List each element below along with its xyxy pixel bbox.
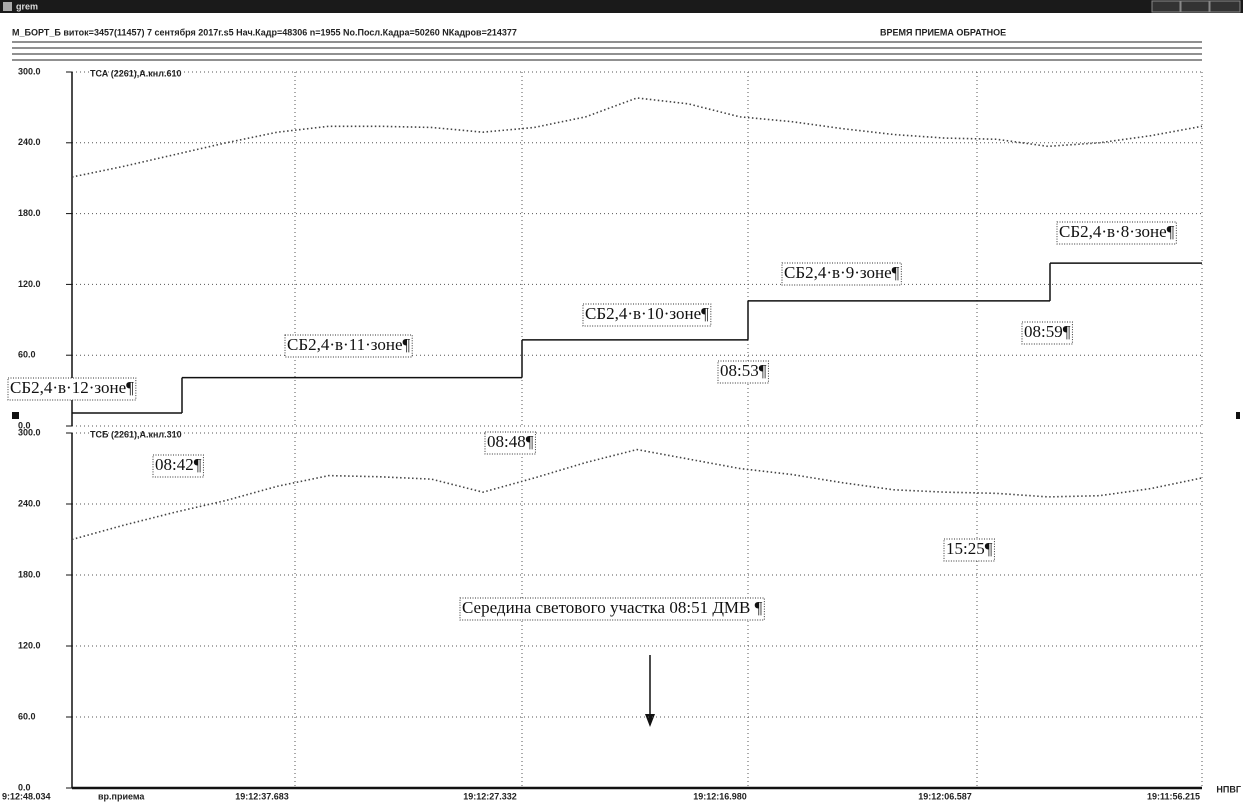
annotation-box [781, 262, 902, 286]
y-tick-label: 300.0 [18, 66, 41, 76]
window-title: grem [16, 1, 38, 11]
annotation-text: СБ2,4·в·12·зоне¶ [10, 378, 134, 397]
annotation-box [717, 360, 769, 384]
data-line [71, 448, 1203, 541]
annotation: 08:53¶ [717, 360, 769, 384]
annotation-box [484, 431, 536, 455]
title-bar [0, 0, 1243, 13]
chart-title: ТСБ (2261),А.кнл.310 [90, 429, 182, 439]
arrow-head [645, 714, 655, 727]
marker [12, 412, 19, 419]
maximize-button[interactable] [1180, 0, 1210, 13]
mode-label: ВРЕМЯ ПРИЕМА ОБРАТНОЕ [880, 27, 1006, 37]
y-tick-label: 120.0 [18, 279, 41, 289]
annotation-text: 08:48¶ [487, 432, 534, 451]
marker [1236, 412, 1240, 419]
annotation: СБ2,4·в·10·зоне¶ [582, 303, 712, 327]
x-tick-label: 9:12:48.034 [2, 791, 51, 801]
annotation: 08:48¶ [484, 431, 536, 455]
annotation-box [459, 597, 765, 621]
annotation-text: СБ2,4·в·10·зоне¶ [585, 304, 709, 323]
annotation-text: 15:25¶ [946, 539, 993, 558]
y-tick-label: 240.0 [18, 137, 41, 147]
x-tick-label: 19:12:37.683 [235, 791, 289, 801]
annotation: 08:42¶ [152, 454, 204, 478]
close-button[interactable] [1209, 0, 1241, 13]
annotation: 08:59¶ [1021, 321, 1073, 345]
annotation-text: СБ2,4·в·11·зоне¶ [287, 335, 410, 354]
y-tick-label: 0.0 [18, 420, 31, 430]
annotation-text: СБ2,4·в·9·зоне¶ [784, 263, 900, 282]
x-tick-label: 19:12:27.332 [463, 791, 517, 801]
chart-title: ТСА (2261),А.кнл.610 [90, 68, 181, 78]
y-tick-label: 300.0 [18, 427, 41, 437]
annotation-box [943, 538, 995, 562]
annotation: СБ2,4·в·9·зоне¶ [781, 262, 902, 286]
y-tick-label: 60.0 [18, 711, 36, 721]
annotation: Середина светового участка 08:51 ДМВ ¶ [459, 597, 765, 621]
annotation-text: 08:42¶ [155, 455, 202, 474]
annotation-text: 08:53¶ [720, 361, 767, 380]
minimize-button[interactable] [1151, 0, 1181, 13]
annotation-text: Середина светового участка 08:51 ДМВ ¶ [462, 598, 763, 617]
y-tick-label: 60.0 [18, 350, 36, 360]
annotation-box [1056, 221, 1177, 245]
annotation: СБ2,4·в·12·зоне¶ [7, 377, 137, 401]
x-tick-label: вр.приема [98, 791, 145, 801]
annotation: СБ2,4·в·8·зоне¶ [1056, 221, 1177, 245]
annotation: СБ2,4·в·11·зоне¶ [284, 334, 413, 358]
header-info: М_БОРТ_Б виток=3457(11457) 7 сентября 20… [12, 27, 517, 37]
y-tick-label: 120.0 [18, 640, 41, 650]
x-tick-label: 19:12:16.980 [693, 791, 747, 801]
y-tick-label: 240.0 [18, 498, 41, 508]
annotation-text: СБ2,4·в·8·зоне¶ [1059, 222, 1175, 241]
y-tick-label: 180.0 [18, 569, 41, 579]
y-tick-label: 0.0 [18, 782, 31, 792]
annotation: 15:25¶ [943, 538, 995, 562]
data-line [71, 97, 1203, 178]
y-tick-label: 180.0 [18, 208, 41, 218]
app-icon [3, 2, 12, 11]
annotation-box [284, 334, 413, 358]
x-tick-label: 19:11:56.215 [1147, 791, 1200, 801]
annotation-box [152, 454, 204, 478]
annotation-box [7, 377, 137, 401]
annotation-box [582, 303, 712, 327]
x-unit: НПВГ [1216, 784, 1241, 794]
annotation-text: 08:59¶ [1024, 322, 1071, 341]
annotation-box [1021, 321, 1073, 345]
x-tick-label: 19:12:06.587 [918, 791, 972, 801]
